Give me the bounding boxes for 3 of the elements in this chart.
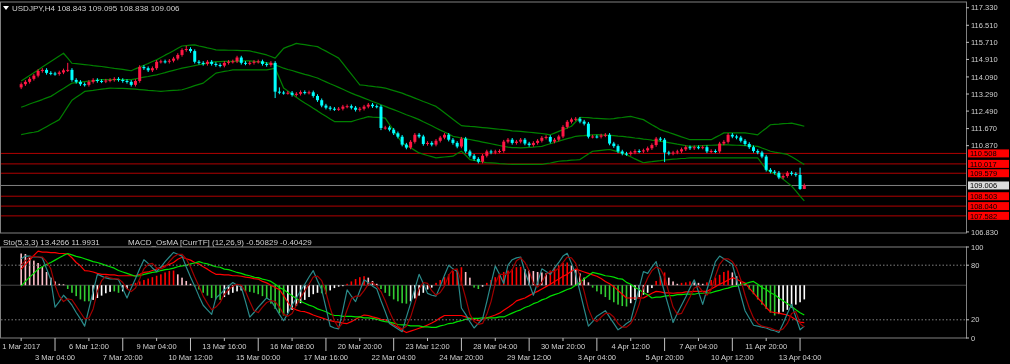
- chart-title: Sto(5,3,3) 13.4266 11.9931: [3, 238, 101, 247]
- chart-title: USDJPY,H4 108.843 109.095 108.838 109.006: [12, 4, 181, 13]
- chart-title: MACD_OsMA [CurrTF] (12,26,9) -0.50829 -0.40429: [128, 238, 313, 247]
